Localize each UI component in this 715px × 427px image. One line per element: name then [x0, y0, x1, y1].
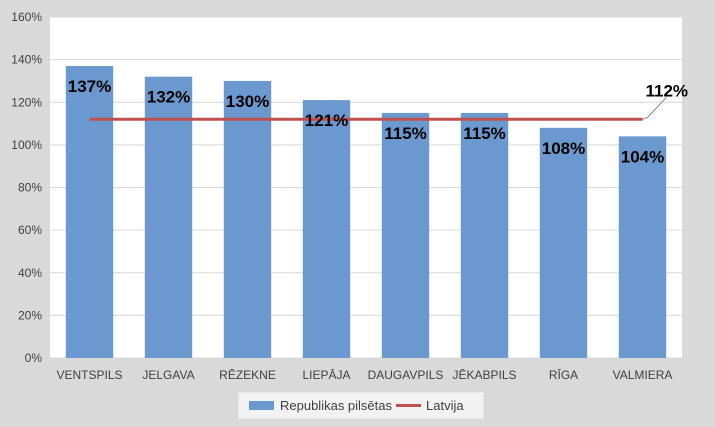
legend-label-bars: Republikas pilsētas — [280, 398, 393, 413]
bar — [460, 112, 509, 358]
category-labels: VENTSPILS JELGAVA RĒZEKNE LIEPĀJA DAUGAVPILS… — [56, 368, 672, 382]
bar-data-label: 137% — [68, 77, 111, 96]
category-label: JELGAVA — [142, 368, 194, 382]
reference-line-group: 112% — [89, 81, 689, 121]
category-label: VALMIERA — [613, 368, 673, 382]
y-axis-ticks: 0% 20% 40% 60% 80% 100% 120% 140% 160% — [11, 10, 42, 365]
y-tick-label: 80% — [18, 181, 42, 195]
bar-data-label: 104% — [621, 147, 664, 166]
legend-box — [237, 391, 485, 420]
y-tick-label: 120% — [11, 95, 42, 109]
bar-data-label: 132% — [147, 88, 190, 107]
y-tick-label: 20% — [18, 308, 42, 322]
y-tick-label: 60% — [18, 223, 42, 237]
bar — [539, 127, 588, 358]
category-label: DAUGAVPILS — [368, 368, 444, 382]
legend-label-line: Latvija — [426, 398, 464, 413]
bar-data-label: 115% — [463, 124, 506, 143]
reference-label-leader — [642, 96, 667, 120]
bar-series — [65, 66, 667, 359]
y-tick-label: 40% — [18, 266, 42, 280]
bar — [302, 100, 351, 359]
bar — [381, 112, 430, 358]
bar — [144, 76, 193, 359]
category-label: JĒKABPILS — [452, 368, 516, 382]
category-label: RĒZEKNE — [219, 368, 276, 382]
bar — [223, 80, 272, 358]
legend: Republikas pilsētas Latvija — [237, 391, 485, 420]
data-labels: 137% 132% 130% 121% 115% 115% 108% 104% — [68, 77, 664, 166]
y-tick-label: 140% — [11, 53, 42, 67]
bar — [65, 66, 114, 359]
bar — [618, 136, 667, 358]
y-tick-label: 100% — [11, 138, 42, 152]
bar-data-label: 121% — [305, 111, 348, 130]
category-label: VENTSPILS — [56, 368, 122, 382]
y-tick-label: 0% — [25, 351, 43, 365]
bar-data-label: 130% — [226, 92, 269, 111]
category-label: LIEPĀJA — [302, 368, 350, 382]
legend-bar-swatch — [249, 401, 274, 410]
category-label: RĪGA — [549, 368, 578, 382]
reference-line-label: 112% — [646, 81, 689, 100]
bar-data-label: 108% — [542, 139, 585, 158]
y-tick-label: 160% — [11, 10, 42, 24]
bar-data-label: 115% — [384, 124, 427, 143]
